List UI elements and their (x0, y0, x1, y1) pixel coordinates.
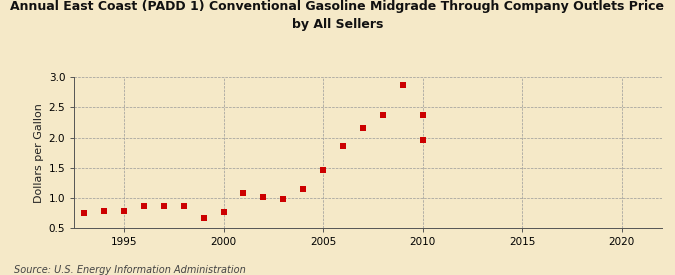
Point (119, 208, 130, 213)
Point (358, 126, 369, 130)
Point (398, 83, 408, 87)
Point (159, 204, 169, 209)
Text: Annual East Coast (PADD 1) Conventional Gasoline Midgrade Through Company Outlet: Annual East Coast (PADD 1) Conventional … (11, 0, 664, 31)
Point (238, 190, 249, 195)
Point (417, 112, 428, 117)
Y-axis label: Dollars per Gallon: Dollars per Gallon (34, 103, 45, 203)
Point (278, 197, 289, 201)
Point (79, 210, 90, 215)
Point (178, 204, 189, 209)
Point (218, 210, 229, 214)
Point (377, 113, 388, 117)
Point (99, 208, 109, 213)
Point (417, 138, 428, 142)
Text: Source: U.S. Energy Information Administration: Source: U.S. Energy Information Administ… (14, 265, 245, 275)
Point (318, 168, 329, 172)
Point (198, 216, 209, 220)
Point (258, 195, 269, 200)
Point (338, 144, 348, 148)
Point (298, 187, 308, 191)
Point (138, 204, 149, 209)
